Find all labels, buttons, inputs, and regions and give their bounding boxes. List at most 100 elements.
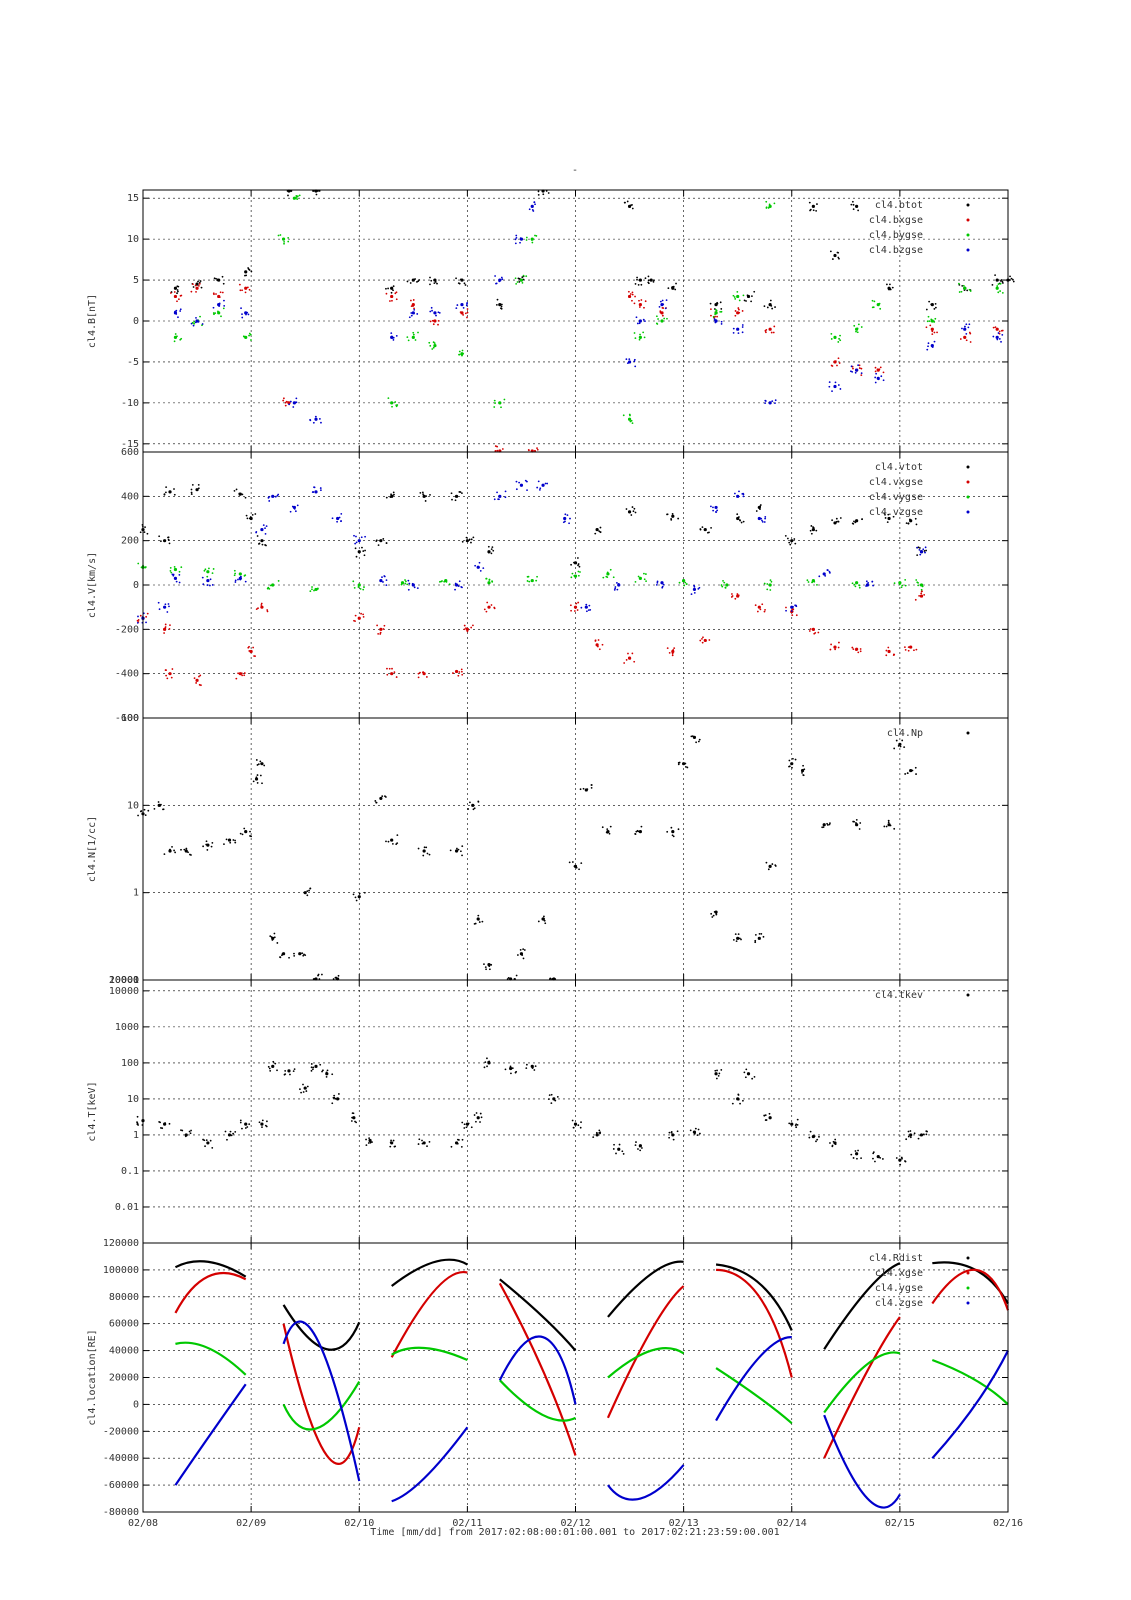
data-point-texture	[881, 1158, 884, 1160]
data-point-texture	[966, 289, 969, 292]
data-point-texture	[463, 282, 466, 285]
data-point-texture	[672, 1138, 675, 1141]
data-point-texture	[829, 648, 832, 651]
y-tick-label: -600	[115, 713, 139, 724]
data-point-texture	[457, 674, 460, 677]
data-point-texture	[500, 305, 503, 308]
data-point-texture	[414, 278, 416, 280]
data-point-texture	[635, 316, 638, 319]
data-point-texture	[485, 610, 488, 613]
data-point-texture	[537, 190, 540, 193]
data-point-texture	[577, 601, 580, 604]
data-point-texture	[999, 290, 1001, 292]
data-point-texture	[762, 935, 765, 938]
data-point-texture	[702, 636, 704, 639]
data-point-texture	[596, 528, 599, 531]
data-point-texture	[311, 588, 313, 591]
data-point-texture	[334, 1097, 337, 1100]
data-point-texture	[874, 376, 877, 379]
data-point-texture	[579, 788, 582, 791]
data-point-texture	[413, 307, 415, 310]
data-point-texture	[504, 490, 507, 493]
data-point-texture	[229, 1130, 232, 1133]
data-point-texture	[456, 847, 458, 850]
data-point	[254, 777, 259, 781]
data-point	[249, 649, 253, 654]
data-point-texture	[450, 1145, 453, 1148]
data-point-texture	[143, 531, 146, 534]
data-point	[638, 576, 642, 580]
data-point-texture	[496, 449, 499, 452]
data-point-texture	[301, 952, 304, 955]
data-point	[244, 286, 248, 290]
data-point-texture	[249, 516, 252, 518]
data-point-texture	[710, 308, 712, 311]
data-point-texture	[924, 546, 927, 549]
data-point-texture	[794, 1124, 797, 1127]
data-point-texture	[920, 592, 923, 595]
data-point-texture	[169, 566, 172, 569]
data-point-texture	[808, 1136, 811, 1139]
data-point-texture	[761, 519, 763, 522]
data-point-texture	[354, 614, 357, 617]
data-point-texture	[412, 305, 414, 307]
data-point-texture	[359, 587, 362, 590]
data-point-texture	[522, 274, 525, 277]
data-point-texture	[693, 736, 696, 738]
data-point-texture	[306, 890, 309, 893]
data-point-texture	[445, 581, 448, 583]
x-tick-label: 02/15	[885, 1518, 915, 1529]
data-point-texture	[905, 1138, 908, 1141]
data-point-texture	[287, 240, 290, 243]
data-point-texture	[667, 287, 670, 290]
data-point-texture	[693, 1132, 696, 1135]
data-point-texture	[851, 582, 854, 585]
data-point-texture	[701, 526, 704, 529]
data-point-texture	[191, 483, 194, 486]
data-point	[736, 936, 740, 940]
data-point-texture	[831, 1144, 834, 1147]
data-point-texture	[364, 535, 367, 538]
data-point-texture	[519, 241, 521, 244]
data-point-texture	[997, 291, 1000, 294]
y-tick-label: 1	[133, 888, 139, 899]
data-point-texture	[737, 1093, 740, 1096]
data-point-texture	[741, 326, 744, 328]
data-point-texture	[503, 398, 506, 401]
data-point-texture	[494, 445, 497, 447]
data-point-texture	[437, 311, 440, 314]
data-point-texture	[677, 828, 680, 831]
data-point-texture	[382, 538, 385, 540]
data-point-texture	[889, 283, 891, 286]
data-point-texture	[430, 306, 433, 309]
data-point-texture	[597, 639, 600, 641]
data-point-texture	[486, 601, 489, 604]
data-point-texture	[406, 280, 409, 283]
data-point-texture	[852, 208, 855, 211]
data-point	[411, 335, 415, 339]
data-point-texture	[197, 280, 199, 283]
data-point-texture	[531, 209, 534, 211]
data-point-texture	[312, 190, 315, 192]
series-segment	[715, 1263, 793, 1331]
data-point	[790, 762, 794, 766]
data-point-texture	[872, 584, 874, 587]
data-point-texture	[670, 826, 673, 829]
data-point-texture	[807, 581, 810, 583]
data-point-texture	[657, 318, 659, 320]
data-point-texture	[458, 580, 461, 583]
data-point	[173, 286, 178, 290]
data-point-texture	[662, 583, 665, 586]
data-point	[757, 605, 761, 609]
data-point	[336, 1097, 340, 1101]
data-point-texture	[437, 319, 440, 322]
data-point	[390, 294, 394, 299]
data-point-texture	[206, 584, 209, 586]
data-point-texture	[137, 814, 139, 817]
data-point-texture	[522, 957, 525, 960]
data-point-texture	[872, 1157, 874, 1160]
data-point-texture	[310, 1069, 313, 1072]
data-point-texture	[811, 581, 814, 583]
data-point-texture	[261, 782, 263, 785]
data-point-texture	[465, 304, 468, 307]
